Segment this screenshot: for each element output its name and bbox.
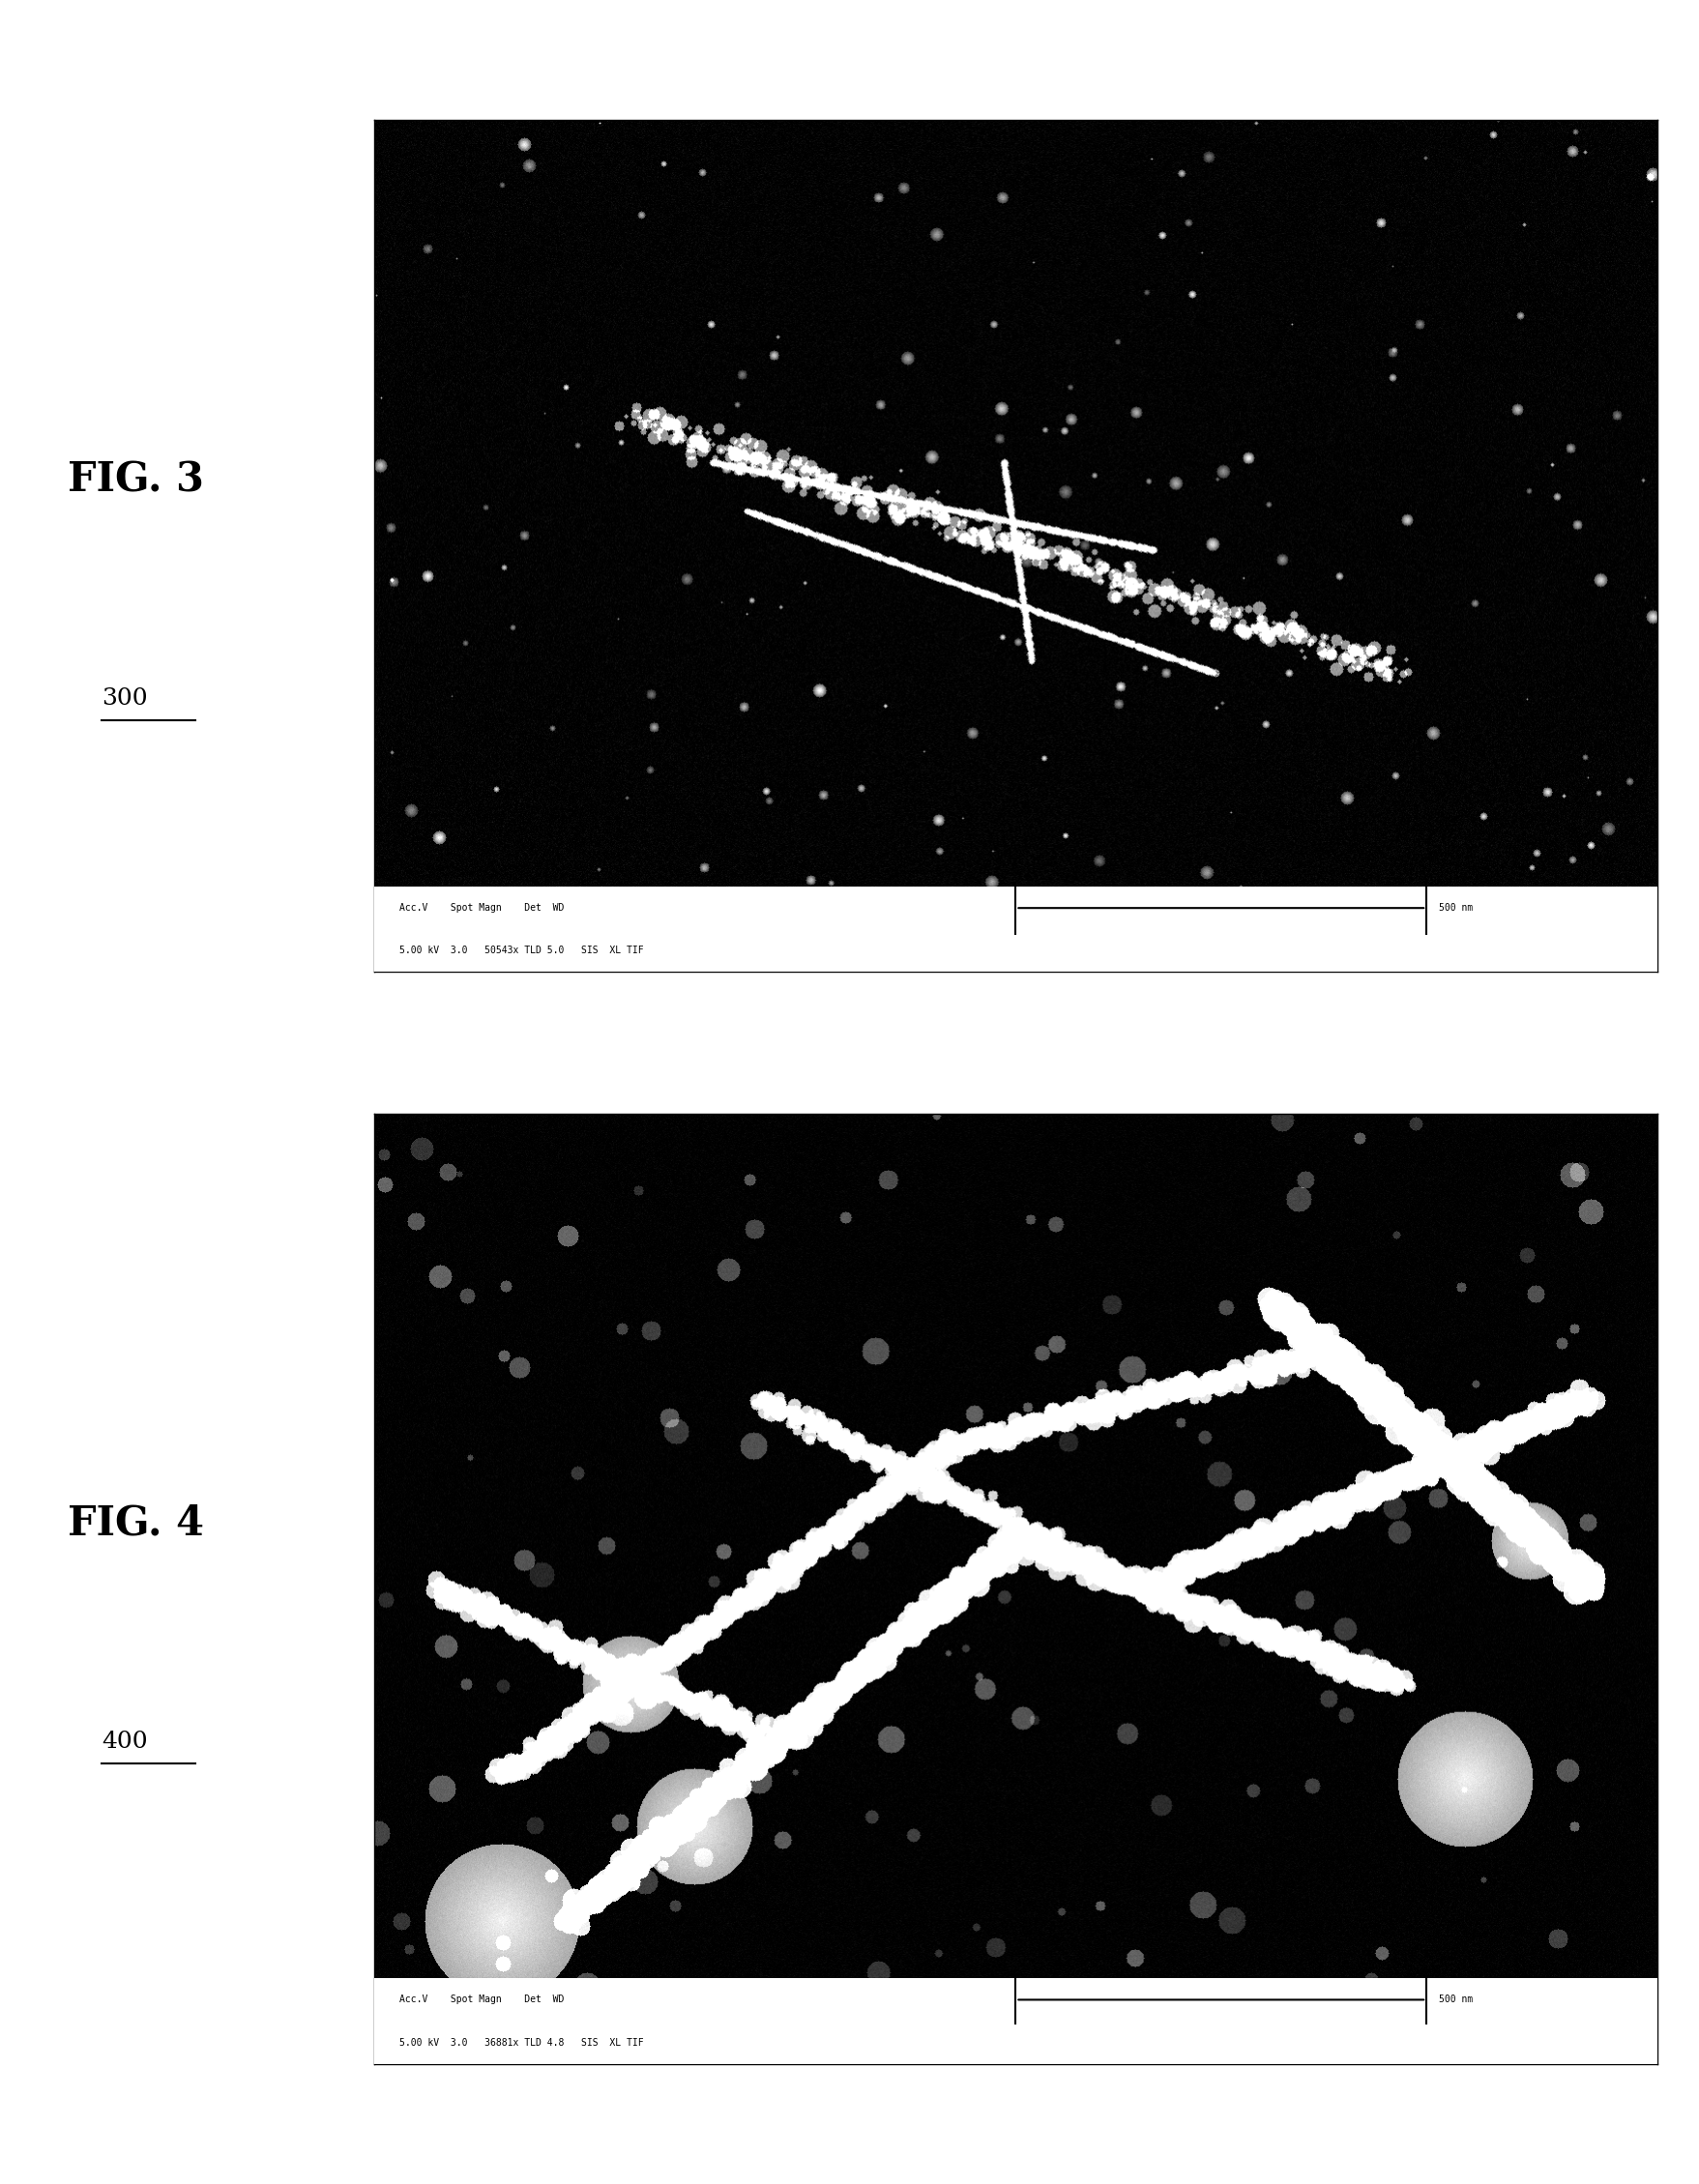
Text: 5.00 kV  3.0   50543x TLD 5.0   SIS  XL TIF: 5.00 kV 3.0 50543x TLD 5.0 SIS XL TIF	[399, 946, 644, 954]
Text: FIG. 4: FIG. 4	[68, 1503, 204, 1544]
Text: Acc.V    Spot Magn    Det  WD: Acc.V Spot Magn Det WD	[399, 904, 564, 913]
Bar	[374, 1979, 1657, 2064]
Text: 300: 300	[102, 688, 148, 710]
Text: FIG. 3: FIG. 3	[68, 461, 204, 500]
Text: 500 nm: 500 nm	[1439, 1994, 1473, 2005]
Text: Acc.V    Spot Magn    Det  WD: Acc.V Spot Magn Det WD	[399, 1994, 564, 2005]
Bar	[374, 887, 1657, 972]
Text: 5.00 kV  3.0   36881x TLD 4.8   SIS  XL TIF: 5.00 kV 3.0 36881x TLD 4.8 SIS XL TIF	[399, 2038, 644, 2046]
Text: 400: 400	[102, 1730, 148, 1754]
Text: 500 nm: 500 nm	[1439, 904, 1473, 913]
